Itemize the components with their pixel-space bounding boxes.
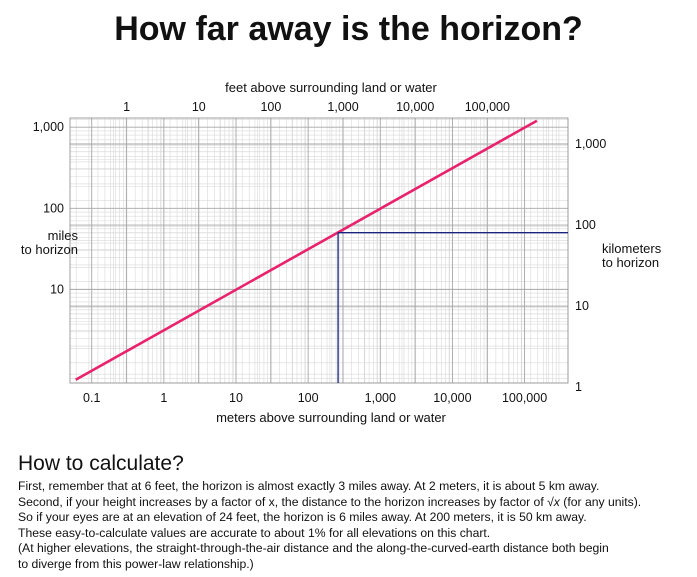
top-tick-label: 10	[192, 100, 206, 114]
minor-gridlines	[70, 118, 569, 384]
right-axis-label-line2: to horizon	[602, 255, 659, 270]
explanation-line-6: to diverge from this power-law relations…	[18, 556, 254, 571]
explanation-line-4: These easy-to-calculate values are accur…	[18, 525, 491, 540]
top-axis-label: feet above surrounding land or water	[225, 80, 437, 95]
bottom-tick-label: 1	[160, 391, 167, 405]
top-tick-label: 100	[260, 100, 281, 114]
explanation-line-2: Second, if your height increases by a fa…	[18, 495, 688, 511]
tick-labels: 1 10 100 1,000 10,000 100,000 0.1 1 10 100 1,000 10…	[33, 100, 607, 405]
explanation-line-2-post: (for any units).	[559, 494, 642, 509]
right-tick-label: 10	[575, 299, 589, 313]
sqrt-symbol: √x	[547, 494, 560, 509]
top-tick-label: 1,000	[327, 100, 358, 114]
explanation-heading: How to calculate?	[18, 452, 184, 475]
bottom-tick-label: 0.1	[83, 391, 100, 405]
bottom-tick-label: 10,000	[433, 391, 471, 405]
top-tick-label: 1	[123, 100, 130, 114]
series-layer	[75, 119, 538, 381]
right-tick-label: 1,000	[575, 137, 606, 151]
bottom-tick-label: 100,000	[502, 391, 547, 405]
left-tick-label: 10	[50, 282, 64, 296]
plot-frame	[69, 117, 569, 384]
bottom-tick-label: 1,000	[365, 391, 396, 405]
bottom-axis-label: meters above surrounding land or water	[216, 410, 446, 425]
major-gridlines	[70, 118, 568, 383]
left-axis-label-line1: miles	[48, 228, 79, 243]
left-axis-label-line2: to horizon	[21, 242, 78, 257]
left-tick-label: 100	[43, 201, 64, 215]
bottom-tick-label: 10	[229, 391, 243, 405]
right-tick-label: 1	[575, 380, 582, 394]
top-tick-label: 10,000	[396, 100, 434, 114]
right-tick-label: 100	[575, 218, 596, 232]
plot-border	[69, 117, 569, 384]
explanation-block: How to calculate? First, remember that a…	[18, 452, 688, 573]
explanation-line-2-pre: Second, if your height increases by a fa…	[18, 494, 548, 509]
horizon-distance-line	[75, 119, 538, 381]
chart-title: How far away is the horizon?	[114, 10, 583, 48]
bottom-tick-label: 100	[298, 391, 319, 405]
top-tick-label: 100,000	[465, 100, 510, 114]
annotation-layer	[337, 232, 568, 383]
left-tick-label: 1,000	[33, 120, 64, 134]
explanation-line-5: (At higher elevations, the straight-thro…	[18, 541, 609, 556]
right-axis-label-line1: kilometers	[602, 241, 662, 256]
explanation-line-1: First, remember that at 6 feet, the hori…	[18, 479, 600, 493]
explanation-line-3: So if your eyes are at an elevation of 2…	[18, 510, 587, 525]
